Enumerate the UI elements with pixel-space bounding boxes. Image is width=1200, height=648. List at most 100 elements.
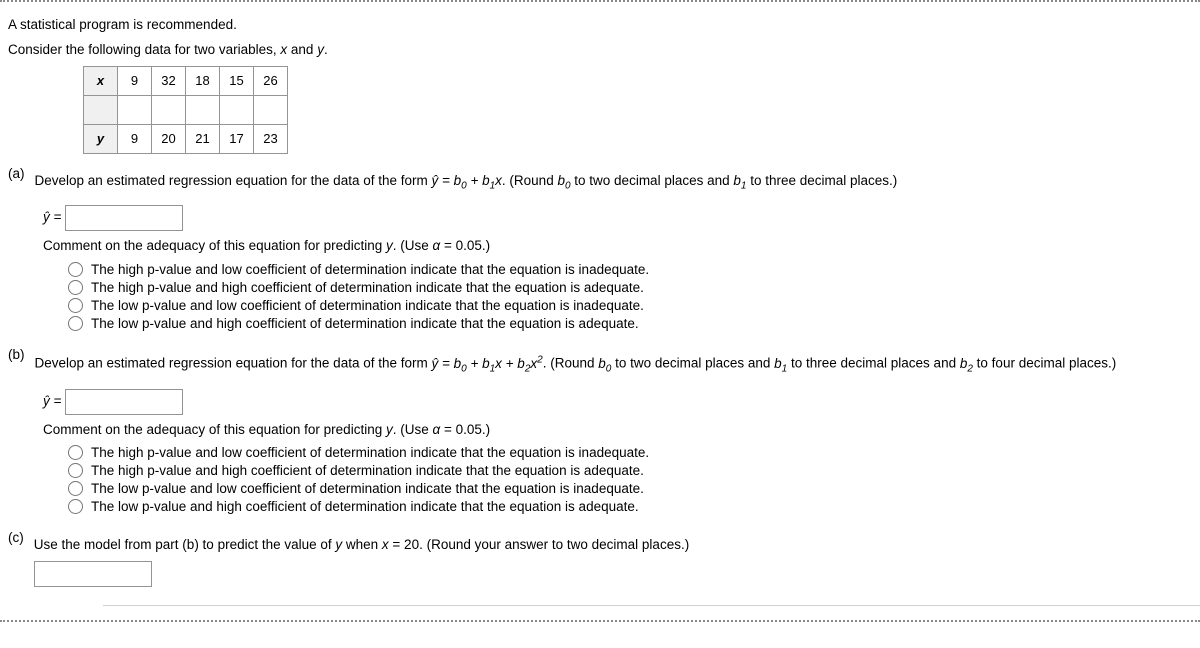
var-y: y (317, 42, 324, 57)
option-text: The low p-value and low coefficient of d… (91, 298, 644, 313)
yhat-label: ŷ = (43, 393, 61, 408)
cell: 23 (254, 124, 288, 153)
cell: 18 (186, 66, 220, 95)
t: x (382, 537, 389, 552)
t: . (Round (502, 173, 558, 188)
t: x (495, 173, 502, 188)
option-text: The high p-value and high coefficient of… (91, 463, 644, 478)
t: Comment on the adequacy of this equation… (43, 422, 386, 437)
question-page: A statistical program is recommended. Co… (0, 0, 1200, 622)
radio-b-1[interactable] (68, 463, 83, 478)
part-b-options: The high p-value and low coefficient of … (8, 445, 1200, 514)
t: to four decimal places.) (973, 356, 1116, 371)
part-a-option-2[interactable]: The low p-value and low coefficient of d… (68, 298, 1200, 313)
t: + b (502, 356, 525, 371)
t: to three decimal places.) (746, 173, 897, 188)
t: to two decimal places and (611, 356, 774, 371)
t: b (733, 173, 741, 188)
t: b (598, 356, 606, 371)
option-text: The low p-value and high coefficient of … (91, 499, 639, 514)
option-text: The low p-value and low coefficient of d… (91, 481, 644, 496)
part-b-option-1[interactable]: The high p-value and high coefficient of… (68, 463, 1200, 478)
t: to three decimal places and (787, 356, 960, 371)
part-c: (c) Use the model from part (b) to predi… (8, 530, 1200, 593)
option-text: The low p-value and high coefficient of … (91, 316, 639, 331)
table-row-y: y 9 20 21 17 23 (84, 124, 288, 153)
cell: 32 (152, 66, 186, 95)
part-a-option-0[interactable]: The high p-value and low coefficient of … (68, 262, 1200, 277)
row-label-x: x (84, 66, 118, 95)
intro-line-2: Consider the following data for two vari… (8, 41, 1200, 60)
part-c-label: (c) (8, 530, 24, 593)
t: y (386, 422, 393, 437)
t: y (386, 238, 393, 253)
part-a-option-1[interactable]: The high p-value and high coefficient of… (68, 280, 1200, 295)
t: Use the model from part (b) to predict t… (34, 537, 336, 552)
t: b (557, 173, 565, 188)
footer-divider (103, 605, 1200, 610)
part-b-prompt: Develop an estimated regression equation… (35, 353, 1200, 376)
row-label-y: y (84, 124, 118, 153)
part-b-option-0[interactable]: The high p-value and low coefficient of … (68, 445, 1200, 460)
option-text: The high p-value and low coefficient of … (91, 445, 649, 460)
radio-a-3[interactable] (68, 316, 83, 331)
part-a-yhat: ŷ = (8, 205, 1200, 231)
cell: 26 (254, 66, 288, 95)
cell: 15 (220, 66, 254, 95)
radio-b-2[interactable] (68, 481, 83, 496)
cell: 9 (118, 124, 152, 153)
t: + b (467, 173, 490, 188)
part-a-comment: Comment on the adequacy of this equation… (8, 237, 1200, 256)
part-b: (b) Develop an estimated regression equa… (8, 347, 1200, 382)
cell: 21 (186, 124, 220, 153)
radio-a-1[interactable] (68, 280, 83, 295)
t: = 0.05.) (440, 238, 490, 253)
radio-b-0[interactable] (68, 445, 83, 460)
part-a-options: The high p-value and low coefficient of … (8, 262, 1200, 331)
part-a-option-3[interactable]: The low p-value and high coefficient of … (68, 316, 1200, 331)
radio-a-2[interactable] (68, 298, 83, 313)
t: + b (467, 356, 490, 371)
t: Consider the following data for two vari… (8, 42, 280, 57)
part-c-prompt: Use the model from part (b) to predict t… (34, 536, 1200, 555)
t: to two decimal places and (571, 173, 734, 188)
t: Develop an estimated regression equation… (35, 173, 432, 188)
t: ŷ = b (431, 356, 461, 371)
cell: 9 (118, 66, 152, 95)
intro-line-1: A statistical program is recommended. (8, 16, 1200, 35)
option-text: The high p-value and high coefficient of… (91, 280, 644, 295)
cell: 17 (220, 124, 254, 153)
t: ŷ = b (431, 173, 461, 188)
t: and (287, 42, 317, 57)
part-c-answer (34, 561, 1200, 587)
part-b-option-3[interactable]: The low p-value and high coefficient of … (68, 499, 1200, 514)
part-b-option-2[interactable]: The low p-value and low coefficient of d… (68, 481, 1200, 496)
t: Comment on the adequacy of this equation… (43, 238, 386, 253)
table-row-x: x 9 32 18 15 26 (84, 66, 288, 95)
t: . (Use (393, 422, 433, 437)
option-text: The high p-value and low coefficient of … (91, 262, 649, 277)
part-b-yhat: ŷ = (8, 389, 1200, 415)
part-b-comment: Comment on the adequacy of this equation… (8, 421, 1200, 440)
t: when (342, 537, 382, 552)
part-a-input[interactable] (65, 205, 183, 231)
t: x (495, 356, 502, 371)
part-a: (a) Develop an estimated regression equa… (8, 166, 1200, 200)
t: . (Use (393, 238, 433, 253)
cell: 20 (152, 124, 186, 153)
t: . (Round (543, 356, 599, 371)
t: . (324, 42, 328, 57)
t: = 0.05.) (440, 422, 490, 437)
part-a-label: (a) (8, 166, 25, 200)
part-a-prompt: Develop an estimated regression equation… (35, 172, 1200, 194)
t: Develop an estimated regression equation… (35, 356, 432, 371)
part-b-input[interactable] (65, 389, 183, 415)
t: b (774, 356, 782, 371)
t: = 20. (Round your answer to two decimal … (389, 537, 690, 552)
radio-a-0[interactable] (68, 262, 83, 277)
part-b-label: (b) (8, 347, 25, 382)
yhat-label: ŷ = (43, 210, 61, 225)
data-table: x 9 32 18 15 26 y 9 20 21 17 23 (8, 66, 1200, 154)
part-c-input[interactable] (34, 561, 152, 587)
radio-b-3[interactable] (68, 499, 83, 514)
